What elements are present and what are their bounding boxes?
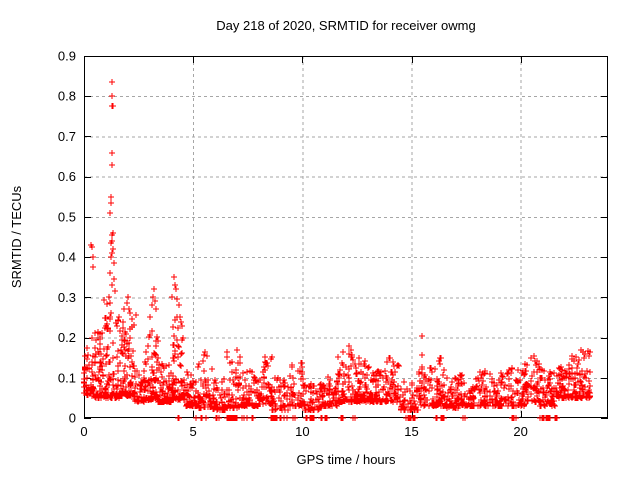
y-tick-label: 0 xyxy=(69,411,76,426)
chart-title: Day 218 of 2020, SRMTID for receiver owm… xyxy=(216,18,475,33)
tick-labels: 0 0.1 0.2 0.3 0.4 0.5 0.6 0.7 0.8 0.9 0 5 10 15 20 xyxy=(58,49,528,440)
y-tick-label: 0.8 xyxy=(58,89,76,104)
y-tick-label: 0.4 xyxy=(58,250,76,265)
x-tick-label: 5 xyxy=(190,424,197,439)
x-tick-label: 20 xyxy=(513,424,527,439)
y-axis-label: SRMTID / TECUs xyxy=(9,185,24,288)
y-tick-label: 0.2 xyxy=(58,330,76,345)
data-points-srmtid xyxy=(81,79,593,421)
y-tick-label: 0.9 xyxy=(58,49,76,64)
grid-lines xyxy=(84,56,608,418)
y-tick-label: 0.6 xyxy=(58,169,76,184)
y-tick-label: 0.5 xyxy=(58,209,76,224)
x-tick-label: 0 xyxy=(80,424,87,439)
y-tick-label: 0.7 xyxy=(58,129,76,144)
y-tick-label: 0.1 xyxy=(58,370,76,385)
y-tick-label: 0.3 xyxy=(58,290,76,305)
x-axis-label: GPS time / hours xyxy=(297,452,396,467)
x-tick-label: 10 xyxy=(295,424,309,439)
x-tick-label: 15 xyxy=(404,424,418,439)
